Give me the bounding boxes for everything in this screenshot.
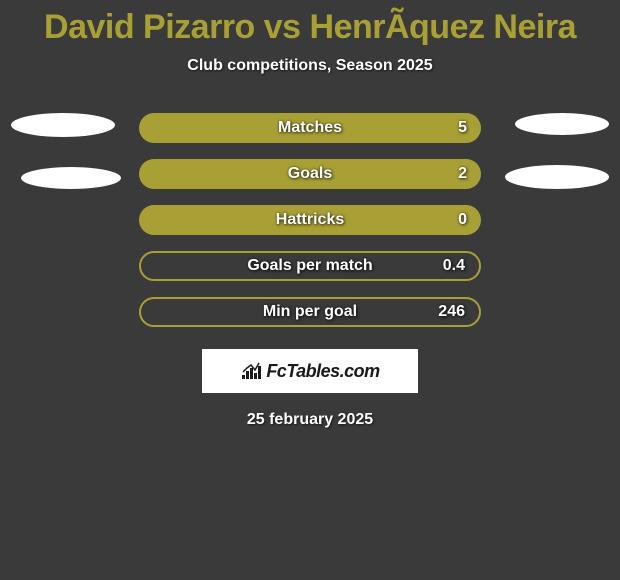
stat-label: Goals per match (247, 257, 372, 275)
stat-bar-min-per-goal: Min per goal 246 (139, 297, 481, 327)
stat-bar-goals-per-match: Goals per match 0.4 (139, 251, 481, 281)
page-title: David Pizarro vs HenrÃ­quez Neira (0, 8, 620, 47)
stat-bar-goals: Goals 2 (139, 159, 481, 189)
left-indicator-column (11, 113, 115, 189)
indicator-ellipse (11, 113, 115, 137)
stat-label: Matches (278, 119, 342, 137)
indicator-ellipse (505, 165, 609, 189)
stat-bar-matches: Matches 5 (139, 113, 481, 143)
chart-icon (240, 361, 264, 381)
logo-text: FcTables.com (266, 361, 379, 382)
date-line: 25 february 2025 (0, 411, 620, 429)
stat-value: 0.4 (443, 257, 465, 275)
stat-label: Goals (288, 165, 332, 183)
stats-bars-column: Matches 5 Goals 2 Hattricks 0 Goals per … (139, 113, 481, 327)
stat-value: 246 (438, 303, 465, 321)
logo-box: FcTables.com (202, 349, 418, 393)
stats-area: Matches 5 Goals 2 Hattricks 0 Goals per … (0, 113, 620, 327)
indicator-ellipse (21, 167, 121, 189)
stat-bar-hattricks: Hattricks 0 (139, 205, 481, 235)
right-indicator-column (505, 113, 609, 189)
stat-label: Hattricks (276, 211, 344, 229)
stat-label: Min per goal (263, 303, 357, 321)
indicator-ellipse (515, 113, 609, 135)
stat-value: 0 (458, 211, 467, 229)
subtitle: Club competitions, Season 2025 (0, 57, 620, 75)
stat-value: 5 (458, 119, 467, 137)
stat-value: 2 (458, 165, 467, 183)
comparison-card: David Pizarro vs HenrÃ­quez Neira Club c… (0, 0, 620, 429)
